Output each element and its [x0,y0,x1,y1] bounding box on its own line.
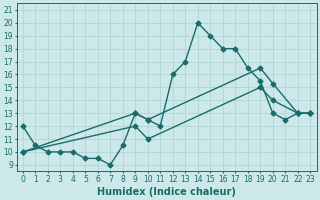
X-axis label: Humidex (Indice chaleur): Humidex (Indice chaleur) [97,187,236,197]
